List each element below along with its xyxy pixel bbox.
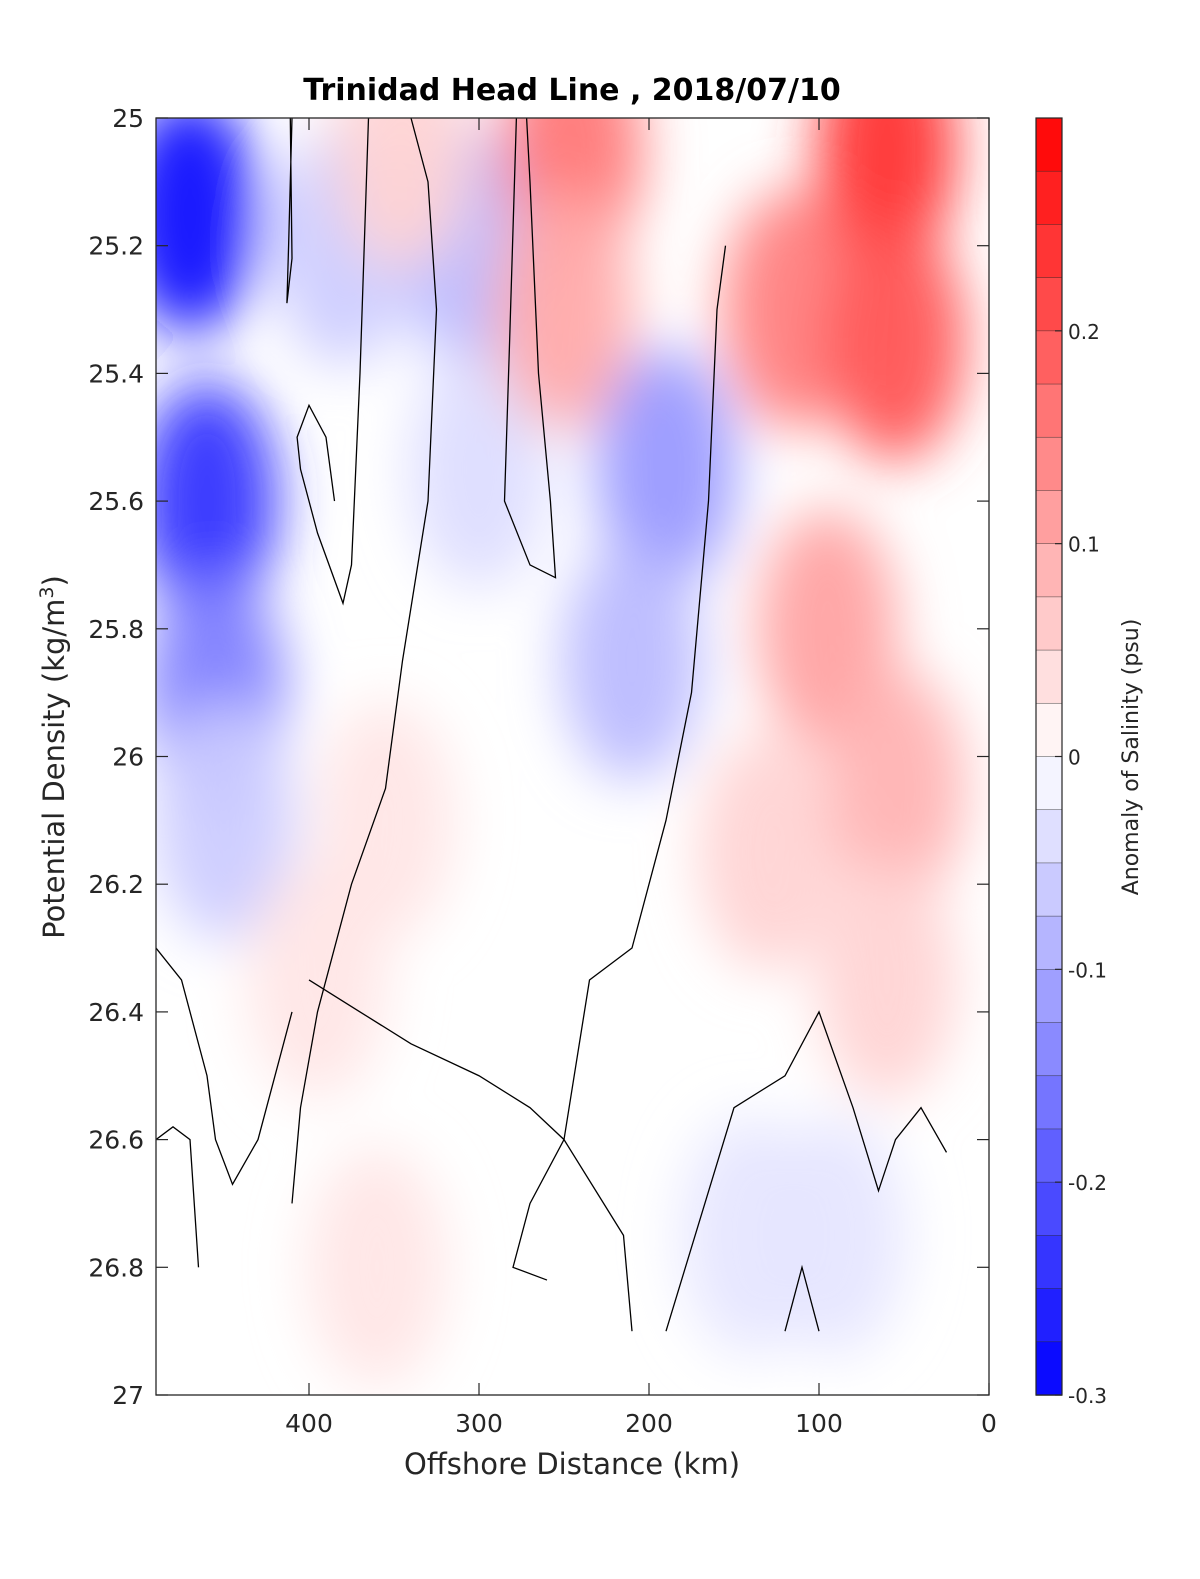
y-tick-label-26.4: 26.4 bbox=[88, 998, 144, 1027]
colorbar-step-17 bbox=[1035, 1022, 1063, 1077]
chart-title: Trinidad Head Line , 2018/07/10 bbox=[303, 73, 840, 108]
colorbar-step-9 bbox=[1035, 596, 1063, 651]
field-cell-23 bbox=[307, 1147, 447, 1388]
salinity-anomaly-field bbox=[156, 118, 966, 1388]
field-cell-0 bbox=[156, 118, 260, 334]
colorbar-tick-label-2: 0 bbox=[1068, 746, 1081, 770]
field-cell-20 bbox=[817, 859, 957, 1100]
y-tick-label-26.6: 26.6 bbox=[88, 1126, 144, 1155]
y-axis-label-superscript: 3 bbox=[36, 586, 58, 598]
field-cell-8 bbox=[562, 540, 702, 781]
y-tick-label-25.2: 25.2 bbox=[88, 232, 144, 261]
colorbar-step-19 bbox=[1035, 1128, 1063, 1183]
y-tick-label-27: 27 bbox=[112, 1381, 144, 1410]
y-axis: 25 25.2 25.4 25.6 25.8 26 26.2 26.4 26.6 26.8 27 bbox=[88, 104, 989, 1410]
colorbar-step-5 bbox=[1035, 383, 1063, 439]
colorbar: 0.2 0.1 0 -0.1 -0.2 -0.3 Anomaly of Salinity … bbox=[1035, 117, 1144, 1408]
field-cell-18 bbox=[825, 668, 966, 909]
y-tick-label-26.8: 26.8 bbox=[88, 1253, 144, 1282]
colorbar-label: Anomaly of Salinity (psu) bbox=[1119, 619, 1144, 896]
colorbar-ticks: 0.2 0.1 0 -0.1 -0.2 -0.3 bbox=[1055, 320, 1107, 1408]
y-axis-label: Potential Density (kg/m3) bbox=[36, 575, 71, 939]
y-tick-label-25: 25 bbox=[112, 104, 144, 133]
zero-contour-line-6 bbox=[156, 947, 293, 1186]
colorbar-step-13 bbox=[1035, 809, 1063, 864]
x-tick-label-300: 300 bbox=[455, 1409, 503, 1438]
zero-contour-line-9 bbox=[665, 1010, 948, 1332]
zero-contour-line-7 bbox=[156, 1126, 200, 1268]
zero-contour-line-5 bbox=[308, 979, 633, 1332]
y-tick-label-26.2: 26.2 bbox=[88, 870, 144, 899]
colorbar-step-3 bbox=[1035, 277, 1063, 332]
x-axis: 400 300 200 100 0 bbox=[285, 118, 997, 1438]
colorbar-step-0 bbox=[1035, 117, 1063, 173]
field-cell-19 bbox=[698, 732, 838, 973]
field-cell-22 bbox=[247, 859, 388, 1100]
y-axis-label-close: ) bbox=[37, 575, 71, 586]
colorbar-step-4 bbox=[1035, 330, 1063, 385]
y-tick-label-26: 26 bbox=[112, 743, 144, 772]
colorbar-step-23 bbox=[1035, 1341, 1063, 1396]
y-tick-label-25.6: 25.6 bbox=[88, 487, 144, 516]
field-cell-6 bbox=[409, 349, 549, 590]
colorbar-step-6 bbox=[1035, 436, 1063, 492]
colorbar-step-14 bbox=[1035, 862, 1063, 917]
field-cell-13 bbox=[494, 189, 634, 430]
colorbar-step-10 bbox=[1035, 649, 1063, 705]
colorbar-step-2 bbox=[1035, 224, 1063, 279]
field-cell-16 bbox=[825, 221, 966, 462]
colorbar-tick-label-1: 0.1 bbox=[1068, 533, 1100, 557]
field-cell-7 bbox=[596, 349, 736, 590]
colorbar-step-20 bbox=[1035, 1181, 1063, 1237]
colorbar-step-12 bbox=[1035, 756, 1063, 811]
field-cell-3 bbox=[156, 700, 294, 941]
zero-contour-line-8 bbox=[784, 1264, 820, 1332]
colorbar-step-7 bbox=[1035, 490, 1063, 545]
colorbar-step-16 bbox=[1035, 969, 1063, 1024]
colorbar-tick-label-4: -0.2 bbox=[1068, 1171, 1107, 1195]
field-cell-1 bbox=[156, 381, 277, 622]
colorbar-tick-label-0: 0.2 bbox=[1068, 320, 1100, 344]
colorbar-tick-label-3: -0.1 bbox=[1068, 958, 1107, 982]
zero-contour-line-3 bbox=[291, 118, 438, 1204]
colorbar-step-18 bbox=[1035, 1075, 1063, 1130]
field-cell-11 bbox=[332, 118, 473, 270]
field-cell-10 bbox=[766, 1115, 906, 1356]
colorbar-step-8 bbox=[1035, 543, 1063, 598]
x-tick-label-0: 0 bbox=[981, 1409, 997, 1438]
y-tick-label-25.8: 25.8 bbox=[88, 615, 144, 644]
x-tick-label-400: 400 bbox=[285, 1409, 333, 1438]
zero-contour-line-4 bbox=[512, 245, 727, 1281]
colorbar-step-1 bbox=[1035, 170, 1063, 226]
colorbar-step-15 bbox=[1035, 915, 1063, 971]
x-tick-label-100: 100 bbox=[795, 1409, 843, 1438]
colorbar-step-11 bbox=[1035, 702, 1063, 758]
zero-contour-lines bbox=[156, 118, 948, 1332]
y-tick-label-25.4: 25.4 bbox=[88, 359, 144, 388]
y-axis-label-main: Potential Density (kg/m bbox=[37, 599, 71, 939]
x-axis-label: Offshore Distance (km) bbox=[404, 1447, 740, 1481]
zero-contour-line-0 bbox=[286, 118, 293, 304]
colorbar-tick-label-5: -0.3 bbox=[1068, 1384, 1107, 1408]
colorbar-step-22 bbox=[1035, 1288, 1063, 1343]
zero-contour-line-2 bbox=[296, 118, 370, 606]
zero-contour-line-1 bbox=[503, 118, 557, 579]
x-tick-label-200: 200 bbox=[625, 1409, 673, 1438]
colorbar-step-21 bbox=[1035, 1235, 1063, 1290]
colorbar-steps bbox=[1035, 117, 1063, 1396]
plot-area bbox=[155, 117, 990, 1396]
